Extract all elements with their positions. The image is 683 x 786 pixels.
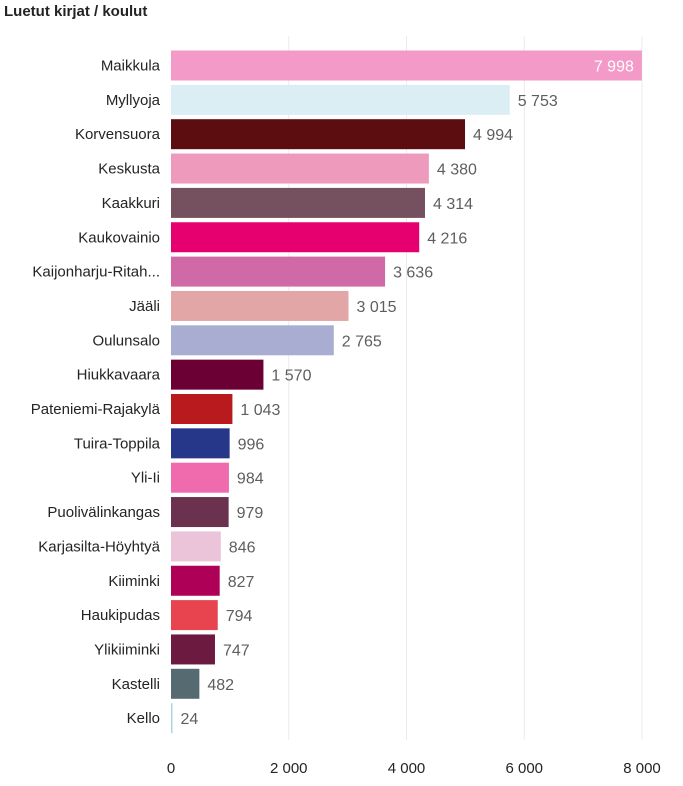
category-label: Oulunsalo (92, 332, 160, 349)
category-label: Kiiminki (108, 573, 160, 590)
category-label: Kaakkuri (102, 195, 160, 212)
category-label: Yli-Ii (131, 470, 160, 487)
data-label: 3 636 (393, 265, 433, 282)
data-label: 4 216 (427, 230, 467, 247)
category-label: Jääli (129, 298, 160, 315)
category-label: Kaukovainio (78, 229, 160, 246)
category-label: Kello (127, 710, 160, 727)
bar[interactable] (171, 222, 420, 253)
bar[interactable] (171, 84, 510, 115)
chart-title: Luetut kirjat / koulut (4, 3, 148, 20)
x-tick-label: 4 000 (388, 760, 426, 777)
category-label: Haukipudas (81, 607, 160, 624)
data-label: 4 314 (433, 196, 473, 213)
bar[interactable] (171, 634, 215, 665)
bar[interactable] (171, 565, 220, 596)
category-label: Pateniemi-Rajakylä (31, 401, 161, 418)
bar[interactable] (171, 462, 229, 493)
category-label: Puolivälinkangas (47, 504, 160, 521)
category-labels: Maikkula Myllyoja Korvensuora Keskusta Kaakk… (31, 58, 161, 728)
bar[interactable] (171, 394, 233, 424)
x-tick-label: 8 000 (623, 760, 661, 777)
bar[interactable] (171, 153, 429, 184)
data-label: 4 994 (473, 127, 513, 144)
gridlines (288, 36, 643, 740)
x-tick-label: 0 (167, 760, 175, 777)
data-label: 482 (207, 677, 234, 694)
bar[interactable] (171, 668, 200, 699)
category-label: Korvensuora (75, 126, 161, 143)
category-label: Kastelli (112, 676, 160, 693)
bar[interactable] (171, 703, 173, 734)
x-tick-label: 6 000 (505, 760, 543, 777)
data-label: 2 765 (342, 333, 382, 350)
data-label: 794 (226, 608, 253, 625)
bar[interactable] (171, 359, 264, 390)
data-label: 979 (237, 505, 264, 522)
data-label: 24 (181, 711, 199, 728)
x-tick-label: 2 000 (270, 760, 308, 777)
data-label: 827 (228, 574, 255, 591)
data-label: 7 998 (594, 59, 634, 76)
category-label: Tuira-Toppila (74, 435, 161, 452)
category-label: Kaijonharju-Ritah... (32, 264, 160, 281)
bar[interactable] (171, 325, 334, 356)
data-label: 984 (237, 471, 264, 488)
bar[interactable] (171, 119, 466, 150)
data-label: 996 (238, 436, 265, 453)
bar[interactable] (171, 50, 642, 81)
data-label: 3 015 (357, 299, 397, 316)
data-label: 4 380 (437, 162, 477, 179)
category-label: Ylikiiminki (94, 641, 160, 658)
bar[interactable] (171, 531, 221, 562)
data-label: 747 (223, 642, 250, 659)
value-labels: 7 998 5 753 4 994 4 380 4 314 4 216 3 636 3 015… (181, 59, 634, 729)
category-label: Myllyoja (106, 92, 161, 109)
category-label: Keskusta (98, 161, 160, 178)
x-axis: 0 2 000 4 000 6 000 8 000 (167, 760, 661, 777)
category-label: Hiukkavaara (77, 367, 161, 384)
data-label: 1 570 (271, 368, 311, 385)
bar[interactable] (171, 256, 386, 287)
category-label: Maikkula (101, 58, 161, 75)
data-label: 5 753 (518, 93, 558, 110)
data-label: 1 043 (240, 402, 280, 419)
bars (171, 50, 642, 734)
bar[interactable] (171, 290, 349, 321)
bar[interactable] (171, 600, 218, 631)
bar[interactable] (171, 187, 425, 218)
category-label: Karjasilta-Höyhtyä (38, 538, 160, 555)
data-label: 846 (229, 539, 256, 556)
bar[interactable] (171, 428, 230, 459)
bar[interactable] (171, 497, 229, 528)
